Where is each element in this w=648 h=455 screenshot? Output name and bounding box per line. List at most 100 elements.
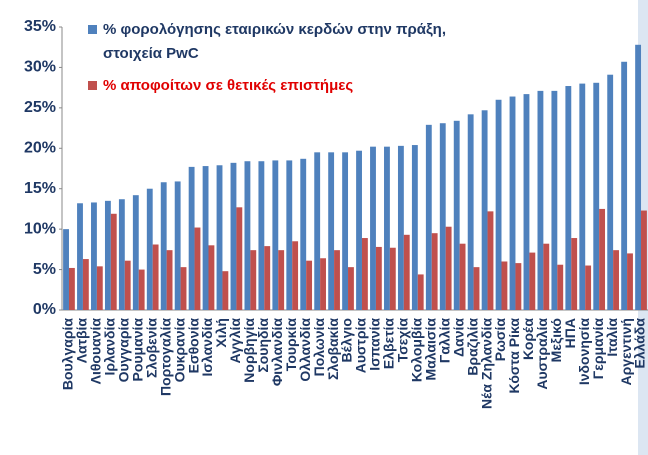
x-tick-label: Φινλανδία [269,318,285,387]
bar [621,61,628,310]
bar [132,195,139,310]
legend-line: % φορολόγησης εταιρικών κερδών στην πράξ… [103,21,446,38]
bar [571,238,578,310]
bar [216,165,223,310]
bar [272,160,279,310]
x-tick-label: Αγγλία [227,318,243,364]
bar [467,114,474,310]
bar [384,146,390,310]
x-tick-label: Σλοβενία [143,318,159,378]
bar [529,252,536,310]
bar [599,208,606,310]
bar [537,90,544,311]
y-tick-label: 5% [33,261,56,278]
bar [222,271,229,310]
legend-label: % φορολόγησης εταιρικών κερδών στην πράξ… [103,21,446,62]
bar [523,94,530,311]
bar [348,267,354,310]
bar [96,266,103,310]
legend-label: % αποφοίτων σε θετικές επιστήμες [103,77,353,94]
bar [138,269,145,310]
x-tick-label: Ιταλία [604,318,620,357]
bar [459,243,466,310]
y-tick-label: 25% [24,99,56,116]
x-tick-label: Γερμανία [590,318,606,380]
x-tick-label: Αυστραλία [534,318,550,390]
bar [557,264,564,310]
bar [91,202,97,310]
bar [250,250,257,310]
bar [264,246,271,310]
x-tick-label: Κορέα [520,318,536,360]
x-tick-label: Γαλλία [436,318,452,363]
bar [174,181,181,310]
x-tick-label: Ισλανδία [199,318,215,377]
bar [431,233,438,310]
x-tick-label: Νορβηγία [241,318,257,383]
bar [202,166,209,310]
x-tick-label: Τουρκία [283,318,299,372]
bar [188,166,195,310]
x-tick-label: Κόστα Ρίκα [506,318,522,394]
bar [453,120,460,311]
bar [110,213,117,310]
bar [641,210,647,310]
bar [585,265,592,310]
bar [397,145,404,310]
bar [543,243,550,310]
y-tick-label: 35% [24,18,56,35]
bar [607,74,614,310]
bar [320,258,326,310]
x-tick-label: Ολλανδία [297,318,313,382]
legend-line: στοιχεία PwC [103,45,199,62]
x-tick-label: Ρωσία [492,318,508,362]
bar [473,267,480,310]
x-tick-label: Ουκρανία [171,318,187,383]
x-tick-label: Λιθουανία [88,318,104,385]
bar [361,238,368,310]
bar [160,182,167,310]
x-tick-label: Τσεχία [395,318,411,363]
x-tick-label: Δανία [450,318,466,357]
bar [278,250,285,310]
bar [300,158,307,310]
x-tick-label: Μαλαισία [422,318,438,381]
bar [439,123,446,310]
bar [180,267,187,310]
bar [515,263,522,310]
bar [306,260,313,310]
bar [314,152,321,310]
bar [635,44,642,310]
bar [356,150,362,310]
bar [445,226,452,310]
y-tick-label: 20% [24,140,56,157]
x-tick-label: Νέα Ζηλανδία [478,318,494,409]
bar [194,227,201,310]
x-tick-label: Βέλγιο [339,318,355,362]
x-tick-label: Ελβετία [381,318,397,369]
bar [501,261,508,310]
y-tick-label: 30% [24,59,56,76]
bar [208,245,215,310]
bar [68,267,75,310]
bar [375,246,382,310]
x-tick-label: Πορτογαλία [157,318,173,396]
bar [236,207,243,310]
bar [627,253,633,310]
bar [258,161,265,310]
x-tick-label: ΗΠΑ [562,318,578,348]
bar [328,152,335,310]
x-tick-label: Ισπανία [367,318,383,371]
bar [565,86,572,310]
bar [579,83,586,310]
x-tick-label: Ινδονησία [576,318,592,386]
bar [495,99,502,311]
bar [104,200,111,310]
bar [146,188,153,310]
bar [82,259,89,310]
bar [613,250,619,310]
x-tick-label: Βουλγαρία [60,318,76,391]
bar [481,110,488,310]
bar [403,234,410,310]
bar [334,250,340,310]
